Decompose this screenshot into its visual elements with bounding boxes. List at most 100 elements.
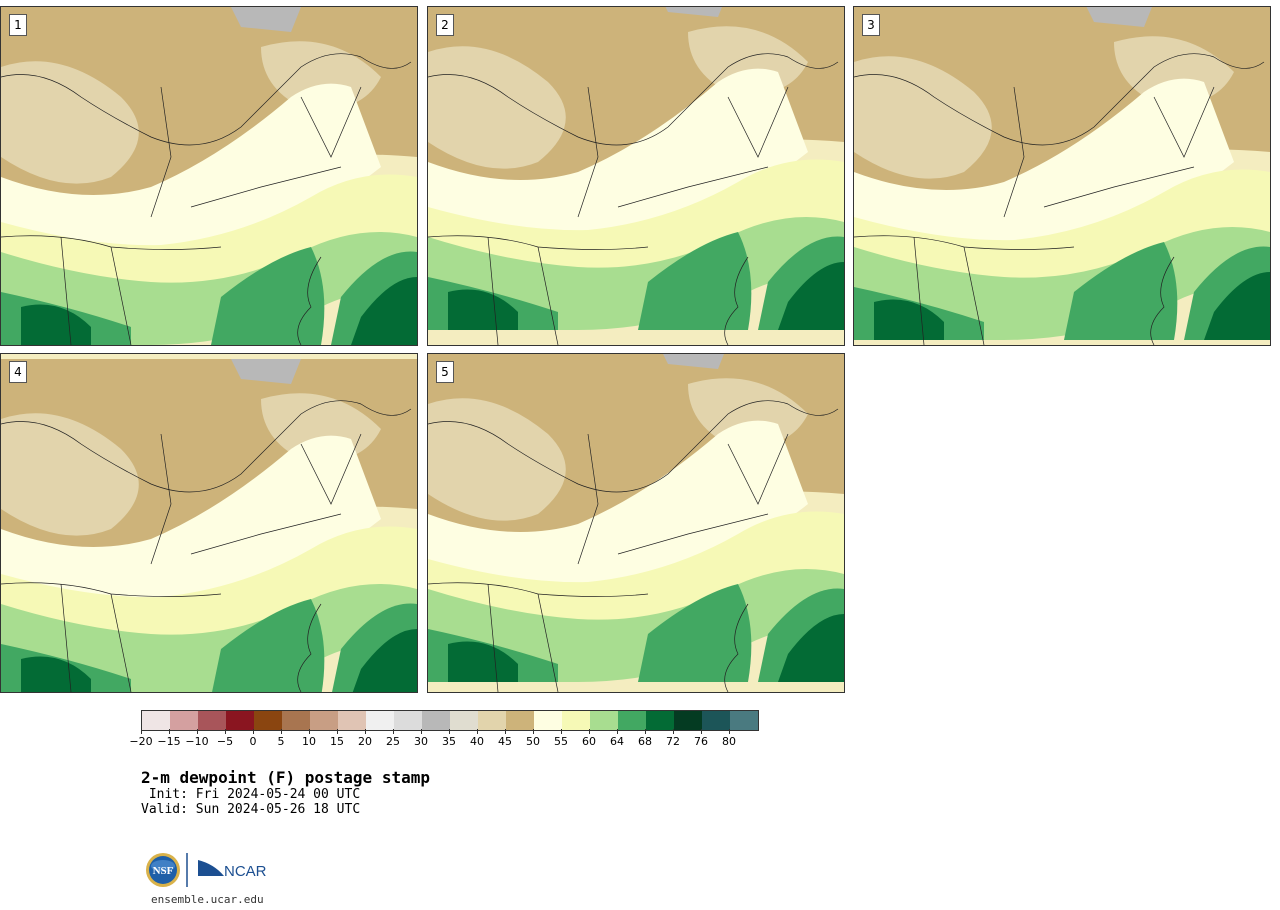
colorbar-tick-label: 64 <box>610 735 624 748</box>
colorbar-swatch <box>366 711 394 730</box>
state-boundaries <box>1 400 412 692</box>
colorbar-swatch <box>142 711 170 730</box>
panel-number: 2 <box>436 14 454 36</box>
colorbar-swatch <box>170 711 198 730</box>
colorbar-tick-label: 25 <box>386 735 400 748</box>
colorbar-swatch <box>282 711 310 730</box>
colorbar-tick <box>617 729 618 734</box>
colorbar-tick-label: −10 <box>185 735 209 748</box>
ncar-text: NCAR <box>224 863 267 880</box>
colorbar-tick-label: 10 <box>302 735 316 748</box>
dewpoint-map-5 <box>428 354 844 692</box>
colorbar-tick <box>393 729 394 734</box>
colorbar-tick-label: −20 <box>129 735 153 748</box>
colorbar-swatch <box>226 711 254 730</box>
colorbar-swatch <box>394 711 422 730</box>
colorbar-tick <box>197 729 198 734</box>
colorbar-swatch <box>310 711 338 730</box>
state-boundaries <box>428 400 839 692</box>
colorbar-swatch <box>198 711 226 730</box>
colorbar-swatch <box>618 711 646 730</box>
dewpoint-fill-layer <box>1 7 417 345</box>
dewpoint-map-3 <box>854 7 1270 345</box>
colorbar-tick <box>729 729 730 734</box>
colorbar-swatch <box>702 711 730 730</box>
colorbar-tick-label: 76 <box>694 735 708 748</box>
colorbar-tick-label: 72 <box>666 735 680 748</box>
website-text: ensemble.ucar.edu <box>151 893 264 906</box>
colorbar-tick <box>645 729 646 734</box>
colorbar-swatch <box>674 711 702 730</box>
colorbar-tick <box>421 729 422 734</box>
map-panel-4: 4 <box>0 353 418 693</box>
dewpoint-fill-layer <box>854 7 1270 340</box>
state-boundaries <box>428 53 839 345</box>
colorbar-tick <box>449 729 450 734</box>
colorbar-tick <box>561 729 562 734</box>
colorbar-swatch <box>450 711 478 730</box>
panel-number: 4 <box>9 361 27 383</box>
colorbar-tick-label: 20 <box>358 735 372 748</box>
colorbar-tick <box>169 729 170 734</box>
nsf-text: NSF <box>153 865 174 877</box>
colorbar-tick <box>309 729 310 734</box>
ncar-logo: NCAR <box>198 860 267 880</box>
colorbar-tick <box>225 729 226 734</box>
colorbar-tick-label: 5 <box>277 735 285 748</box>
colorbar-tick-label: 0 <box>249 735 257 748</box>
colorbar-tick <box>533 729 534 734</box>
map-panel-2: 2 <box>427 6 845 346</box>
colorbar-tick-label: 55 <box>554 735 568 748</box>
colorbar-tick-label: 40 <box>470 735 484 748</box>
colorbar-ticks: −20 −15 −10 −5 0 5 10 15 20 25 30 35 40 45 50 55 60 64 68 7… <box>129 729 755 751</box>
colorbar-tick-label: 15 <box>330 735 344 748</box>
colorbar-tick <box>281 729 282 734</box>
colorbar-swatch <box>562 711 590 730</box>
valid-time: Valid: Sun 2024-05-26 18 UTC <box>141 802 361 817</box>
colorbar-swatch <box>506 711 534 730</box>
colorbar-swatch <box>478 711 506 730</box>
colorbar-tick-label: −5 <box>216 735 234 748</box>
colorbar-tick-label: 68 <box>638 735 652 748</box>
colorbar-tick <box>141 729 142 734</box>
colorbar-swatch <box>534 711 562 730</box>
dewpoint-map-2 <box>428 7 844 345</box>
map-panel-5: 5 <box>427 353 845 693</box>
colorbar-tick <box>337 729 338 734</box>
panel-number: 1 <box>9 14 27 36</box>
state-boundaries <box>1 53 412 345</box>
logos: NSF NCAR <box>146 853 267 887</box>
colorbar-swatch <box>254 711 282 730</box>
colorbar-swatch <box>590 711 618 730</box>
colorbar-tick <box>673 729 674 734</box>
colorbar-tick <box>589 729 590 734</box>
colorbar-tick <box>253 729 254 734</box>
init-time: Init: Fri 2024-05-24 00 UTC <box>141 787 361 802</box>
figure-title: 2-m dewpoint (F) postage stamp <box>141 768 430 787</box>
colorbar-swatch <box>422 711 450 730</box>
colorbar-tick-label: 60 <box>582 735 596 748</box>
nsf-logo: NSF <box>146 853 180 887</box>
dewpoint-map-1 <box>1 7 417 345</box>
dewpoint-fill-layer <box>1 359 417 692</box>
colorbar-swatch <box>730 711 758 730</box>
colorbar-tick-label: 30 <box>414 735 428 748</box>
colorbar <box>141 710 759 731</box>
panel-number: 5 <box>436 361 454 383</box>
dewpoint-fill-layer <box>428 354 844 682</box>
colorbar-tick <box>505 729 506 734</box>
colorbar-swatch <box>646 711 674 730</box>
colorbar-tick-label: 80 <box>722 735 736 748</box>
dewpoint-map-4 <box>1 359 417 692</box>
colorbar-tick-label: 35 <box>442 735 456 748</box>
map-panel-3: 3 <box>853 6 1271 346</box>
colorbar-tick <box>365 729 366 734</box>
colorbar-tick-label: −15 <box>157 735 181 748</box>
panel-number: 3 <box>862 14 880 36</box>
dewpoint-fill-layer <box>428 7 844 330</box>
colorbar-tick <box>701 729 702 734</box>
colorbar-swatch <box>338 711 366 730</box>
colorbar-tick-label: 45 <box>498 735 512 748</box>
state-boundaries <box>854 53 1265 345</box>
colorbar-tick-label: 50 <box>526 735 540 748</box>
